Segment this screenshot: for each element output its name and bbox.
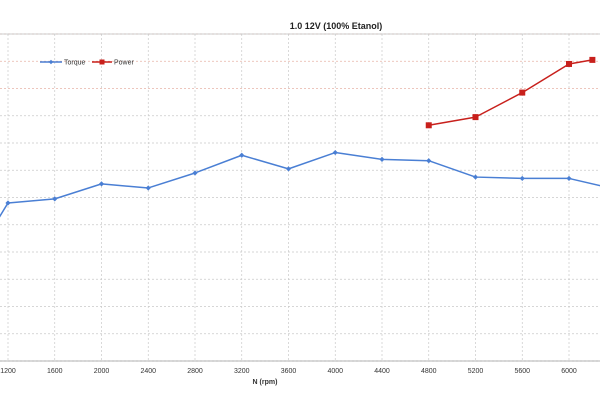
- x-tick-label: 2800: [187, 368, 203, 375]
- x-tick-label: 6000: [561, 368, 577, 375]
- torque-data-point: [52, 196, 58, 202]
- x-tick-label: 5200: [468, 368, 484, 375]
- torque-data-point: [98, 181, 105, 187]
- x-tick-label: 4800: [421, 368, 437, 375]
- torque-data-point: [519, 175, 525, 182]
- x-tick-label: 4000: [327, 368, 343, 375]
- torque-data-point: [145, 185, 151, 191]
- power-data-point: [425, 122, 432, 129]
- x-tick-label: 4400: [374, 368, 390, 375]
- x-tick-label: 2400: [140, 368, 156, 375]
- torque-data-point: [332, 149, 338, 156]
- power-data-point: [589, 56, 596, 63]
- x-axis-label: N (rpm): [253, 379, 278, 386]
- x-tick-label: 3600: [281, 368, 297, 375]
- x-tick-label: 5600: [514, 368, 530, 375]
- grid: [0, 33, 600, 362]
- torque-data-point: [566, 175, 572, 182]
- power-data-point: [566, 60, 572, 67]
- x-tick-label: 1200: [0, 368, 16, 375]
- x-tick-label: 3200: [234, 368, 250, 375]
- torque-data-point: [472, 174, 479, 180]
- torque-data-point: [239, 152, 245, 158]
- torque-data-point: [5, 200, 11, 206]
- x-tick-label: 1600: [47, 368, 63, 375]
- legend-torque-label: Torque: [64, 60, 86, 67]
- torque-data-point: [426, 158, 432, 164]
- x-tick-label: 2000: [94, 368, 110, 375]
- legend-torque-marker: [48, 59, 54, 65]
- torque-data-point: [285, 166, 292, 172]
- legend-power-label: Power: [114, 60, 135, 67]
- chart-title: 1.0 12V (100% Etanol): [290, 21, 383, 31]
- series-layer: [0, 56, 600, 218]
- torque-data-point: [192, 170, 198, 176]
- power-data-point: [472, 114, 479, 121]
- x-tick-labels: 1200 1600 2000 2400 2800 3200 3600 4000 4400 4800…: [0, 368, 577, 375]
- legend: Torque Power: [40, 59, 135, 67]
- power-data-point: [519, 89, 526, 96]
- torque-data-point: [379, 156, 385, 162]
- legend-power-marker: [99, 59, 105, 65]
